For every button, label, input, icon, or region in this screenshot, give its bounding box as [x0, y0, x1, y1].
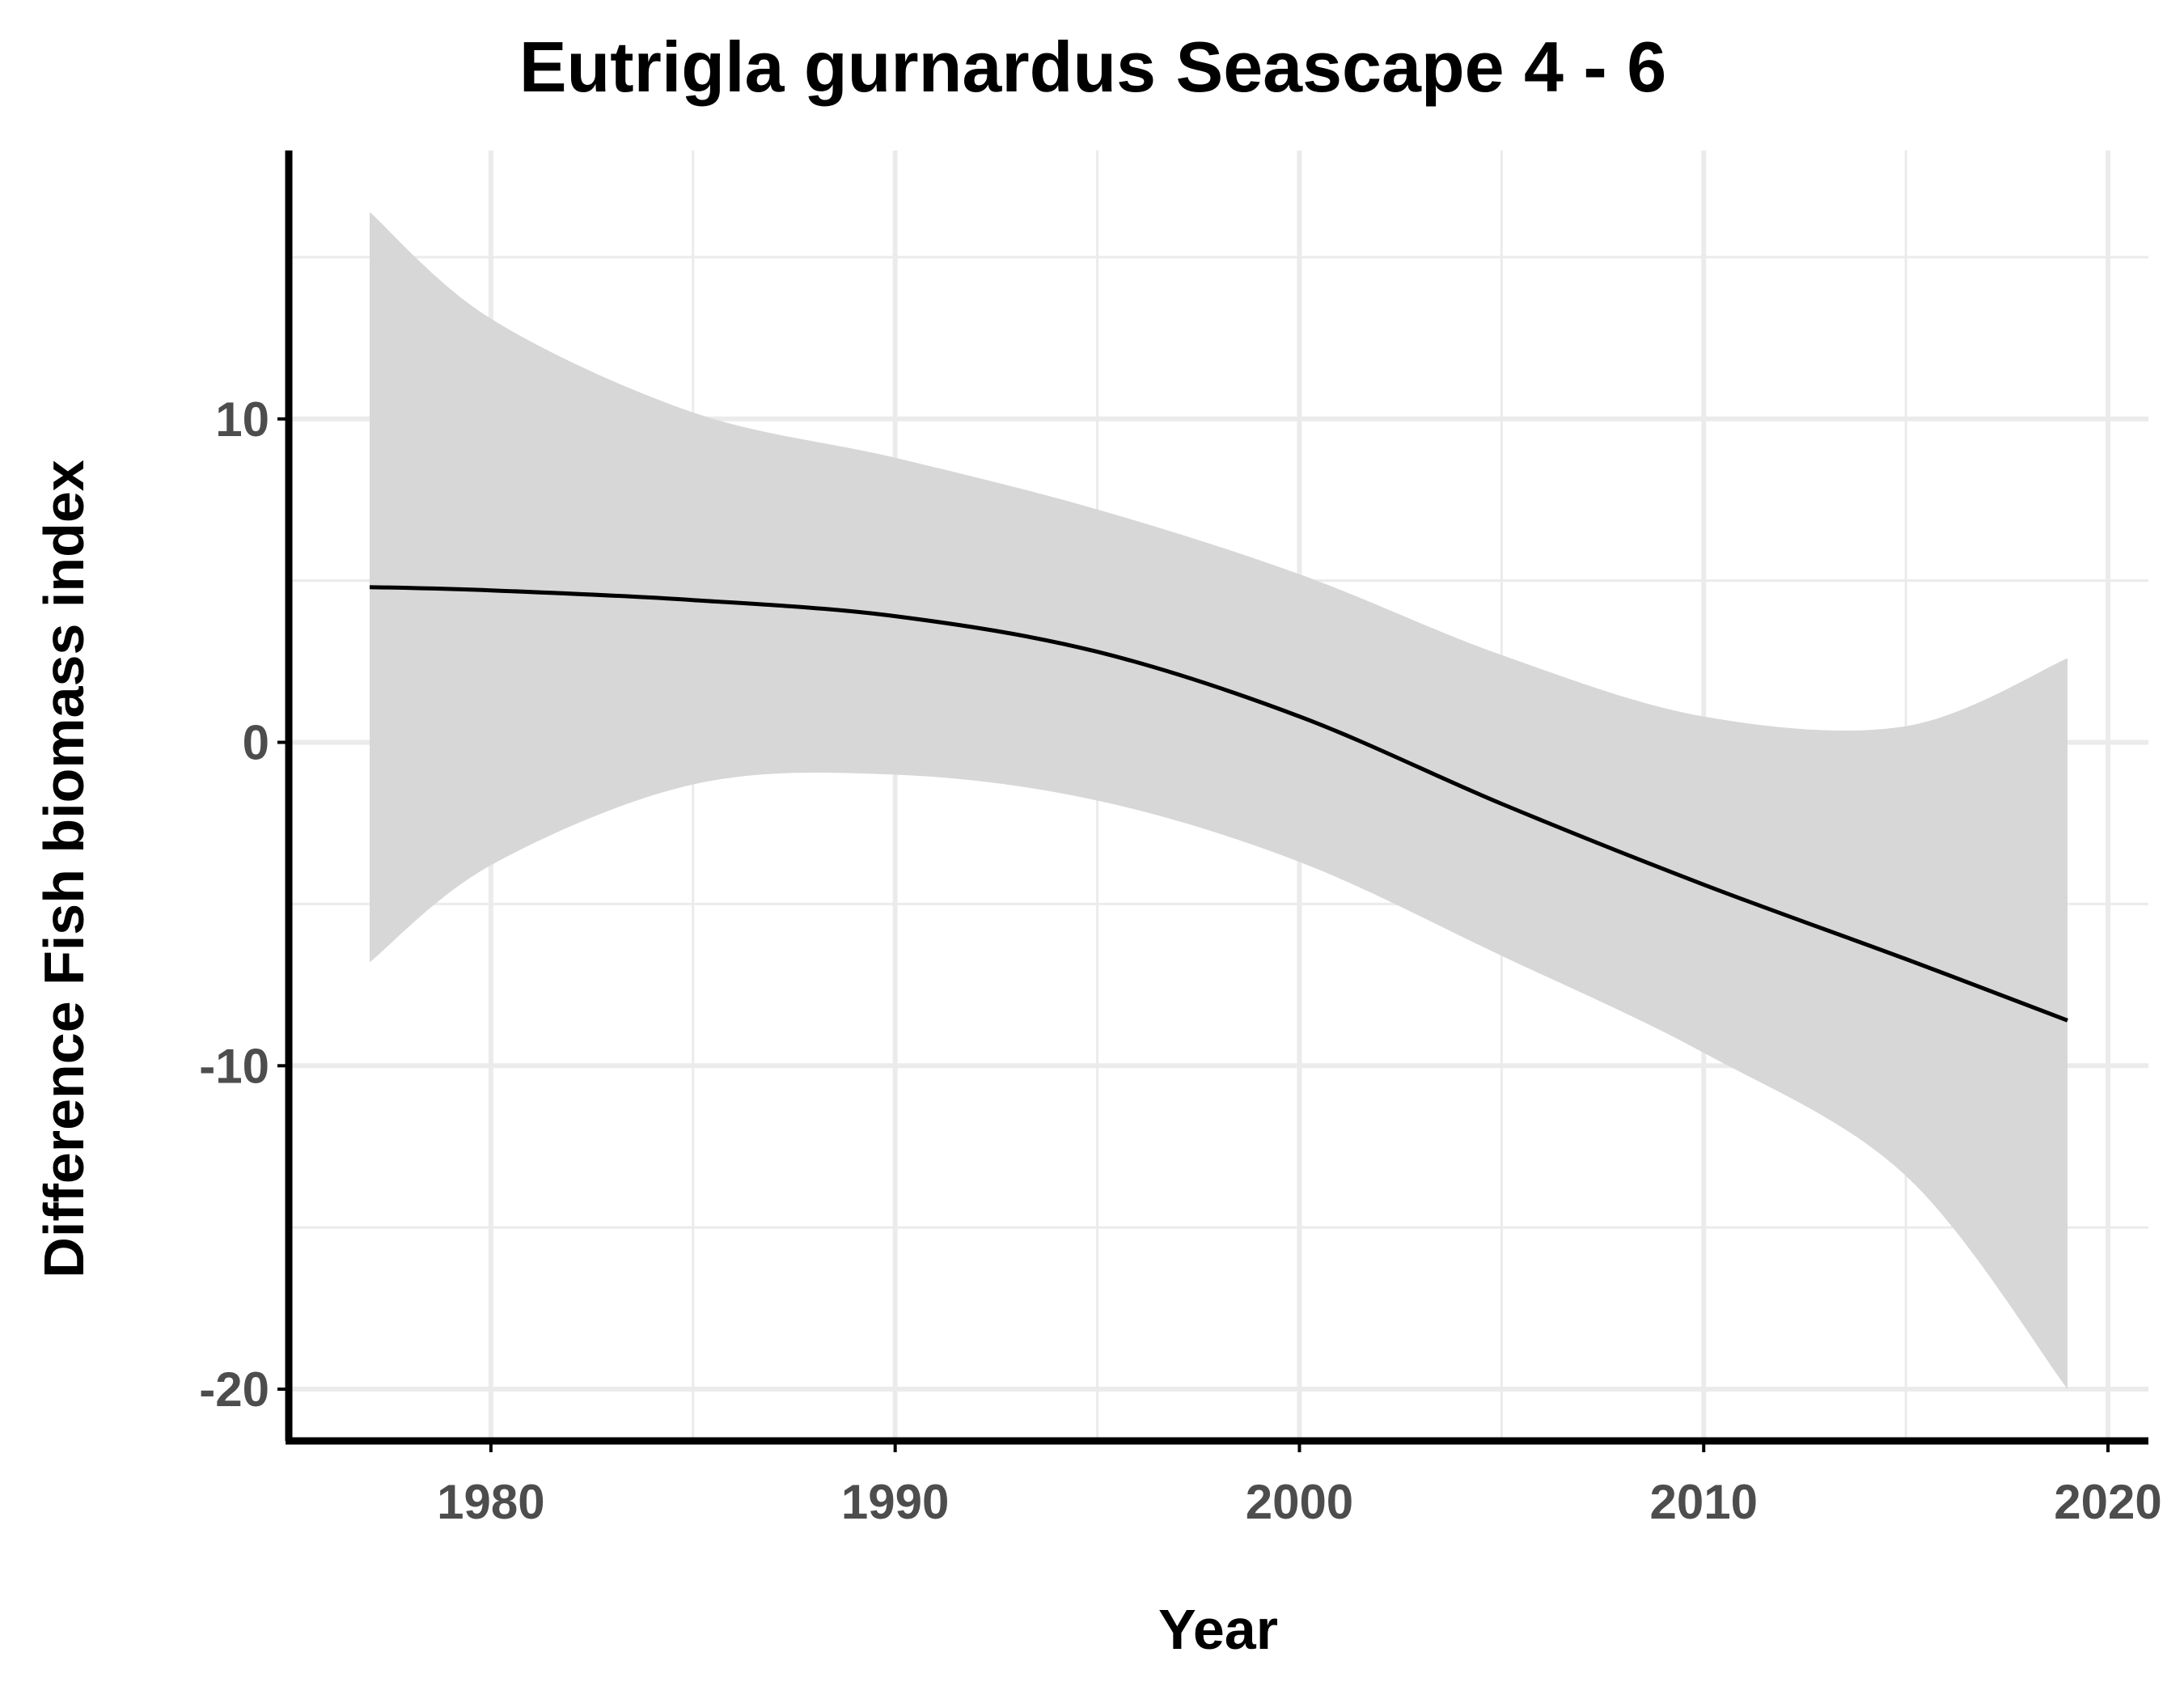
chart-title: Eutrigla gurnardus Seascape 4 - 6	[519, 27, 1666, 107]
confidence-band	[370, 212, 2068, 1389]
x-tick-label: 2020	[2054, 1475, 2161, 1529]
x-tick-label: 1990	[841, 1475, 949, 1529]
x-axis-label: Year	[1158, 1598, 1278, 1661]
x-tick-label: 2010	[1649, 1475, 1757, 1529]
y-tick-label: 10	[215, 392, 269, 447]
x-tick-label: 1980	[437, 1475, 544, 1529]
fit-line	[369, 585, 2068, 1023]
x-ticks: 1980 1990 2000 2010 2020	[437, 1441, 2162, 1529]
y-tick-label: -10	[199, 1039, 269, 1093]
y-ticks: -20 -10 0 10	[199, 392, 289, 1417]
x-tick-label: 2000	[1246, 1475, 1353, 1529]
y-tick-label: -20	[199, 1362, 269, 1417]
y-axis-label: Difference Fish biomass index	[32, 460, 95, 1277]
y-tick-label: 0	[243, 716, 269, 770]
